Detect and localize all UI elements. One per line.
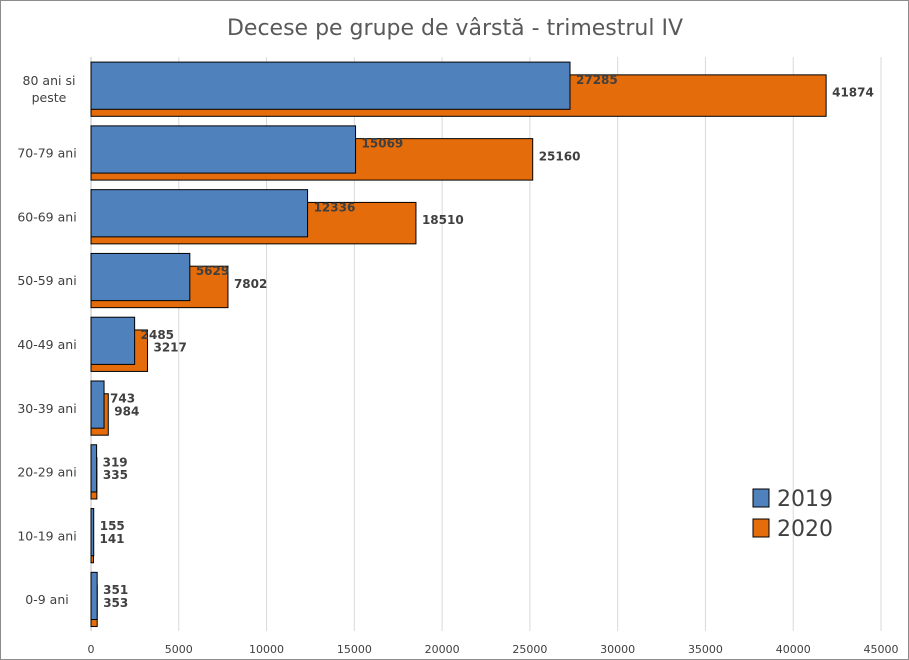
bar-2019 <box>90 571 98 621</box>
legend-swatch-2020 <box>752 518 770 538</box>
x-tick-label: 15000 <box>337 643 372 656</box>
x-tick-label: 35000 <box>688 643 723 656</box>
bar-2019 <box>90 125 357 174</box>
data-label-2020: 41874 <box>832 86 874 100</box>
x-tick-label: 30000 <box>600 643 635 656</box>
bar-2019 <box>90 316 136 365</box>
category-label: 10-19 ani <box>17 528 76 543</box>
bar-2019 <box>90 252 191 302</box>
category-label: 80 ani si <box>23 73 76 88</box>
x-tick-label: 40000 <box>776 643 811 656</box>
data-labels: 27285 41874 15069 25160 12336 18510 5629 7802 24… <box>99 73 873 610</box>
legend-label-2020: 2020 <box>777 517 833 542</box>
data-label-2020: 25160 <box>539 149 581 163</box>
data-label-2019: 351 <box>103 583 128 597</box>
data-label-2020: 3217 <box>153 341 186 355</box>
data-label-2019: 319 <box>103 455 128 469</box>
x-tick-label: 10000 <box>249 643 284 656</box>
category-label: peste <box>32 90 67 105</box>
x-tick-label: 5000 <box>165 643 193 656</box>
legend-label-2019: 2019 <box>777 487 833 512</box>
bars <box>90 61 827 628</box>
data-label-2019: 15069 <box>362 137 404 151</box>
x-tick-label: 25000 <box>512 643 547 656</box>
bar-2019 <box>90 380 105 429</box>
category-label: 20-29 ani <box>17 465 76 480</box>
bar-2019 <box>90 508 95 557</box>
bar-2019 <box>90 61 571 110</box>
x-tick-label: 0 <box>88 643 95 656</box>
category-label: 50-59 ani <box>17 273 76 288</box>
data-label-2020: 141 <box>99 532 124 546</box>
legend-swatch-2019 <box>752 488 770 508</box>
bar-2019 <box>90 444 98 493</box>
chart-title: Decese pe grupe de vârstă - trimestrul I… <box>227 16 683 41</box>
category-label: 60-69 ani <box>17 209 76 224</box>
data-label-2020: 18510 <box>422 213 464 227</box>
data-label-2019: 743 <box>110 392 135 406</box>
category-label: 30-39 ani <box>17 401 76 416</box>
category-label: 70-79 ani <box>17 146 76 161</box>
x-tick-label: 20000 <box>425 643 460 656</box>
data-label-2020: 335 <box>103 468 128 482</box>
data-label-2020: 984 <box>114 404 139 418</box>
data-label-2019: 155 <box>100 519 125 533</box>
x-axis-tick-labels: 0 5000 10000 15000 20000 25000 30000 35000 40000… <box>88 643 899 656</box>
data-label-2020: 7802 <box>234 277 267 291</box>
bar-2019 <box>90 189 309 238</box>
legend[interactable]: 2019 2020 <box>752 487 833 542</box>
category-label: 0-9 ani <box>25 592 68 607</box>
data-label-2019: 12336 <box>314 200 356 214</box>
data-label-2020: 353 <box>103 596 128 610</box>
data-label-2019: 5629 <box>196 264 229 278</box>
data-label-2019: 27285 <box>576 73 618 87</box>
data-label-2019: 2485 <box>141 328 174 342</box>
category-labels: 80 ani si peste 70-79 ani 60-69 ani 50-59 an… <box>17 73 76 607</box>
x-tick-label: 45000 <box>864 643 899 656</box>
category-label: 40-49 ani <box>17 337 76 352</box>
